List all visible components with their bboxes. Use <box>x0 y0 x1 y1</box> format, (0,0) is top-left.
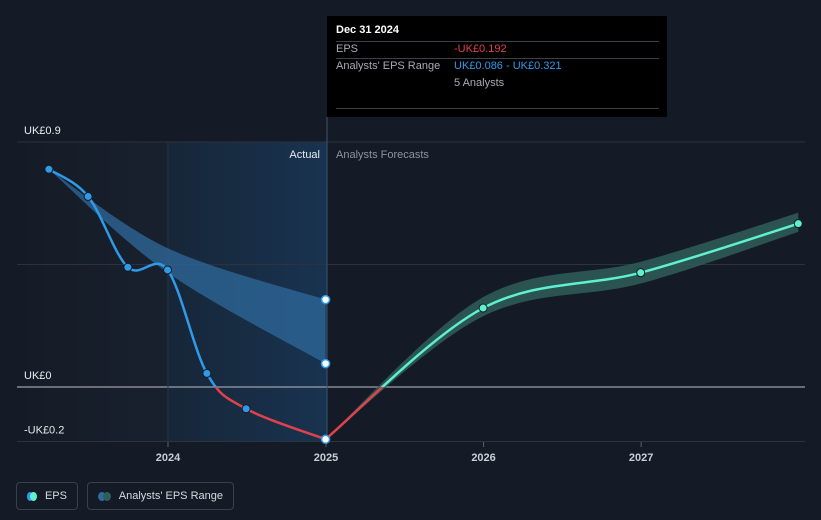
analyst-range-band <box>48 169 326 364</box>
x-tick-label: 2026 <box>471 452 495 464</box>
eps-point <box>83 191 93 201</box>
range-low-point <box>320 358 331 369</box>
tooltip-date: Dec 31 2024 <box>336 24 399 36</box>
forecast-label: Analysts Forecasts <box>336 149 429 161</box>
eps-point <box>320 434 331 445</box>
tooltip-eps-value: -UK£0.192 <box>454 43 507 55</box>
tooltip-range-row: Analysts' EPS Range UK£0.086 - UK£0.321 <box>336 60 659 72</box>
eps-forecast-point <box>793 219 803 229</box>
eps-forecast-line <box>380 222 799 387</box>
y-tick-label: UK£0.9 <box>24 125 61 137</box>
tooltip-range-label: Analysts' EPS Range <box>336 60 441 72</box>
legend-swatch <box>98 491 106 501</box>
legend-item-analysts-range[interactable]: Analysts' EPS Range <box>87 482 234 510</box>
tooltip-eps-row: EPS -UK£0.192 <box>336 43 659 55</box>
tooltip-eps-label: EPS <box>336 43 359 55</box>
legend-label: Analysts' EPS Range <box>118 490 223 502</box>
x-tick-label: 2025 <box>314 452 338 464</box>
tooltip-divider <box>336 58 659 59</box>
y-tick-label: -UK£0.2 <box>24 424 64 436</box>
eps-forecast-point <box>478 303 488 313</box>
x-tick-label: 2024 <box>156 452 181 464</box>
eps-point <box>163 265 173 275</box>
tooltip: Dec 31 2024 EPS -UK£0.192 Analysts' EPS … <box>327 16 667 117</box>
eps-point <box>241 404 251 414</box>
eps-point <box>123 262 133 272</box>
eps-forecast-point <box>636 268 646 278</box>
tooltip-divider <box>336 108 659 109</box>
legend-label: EPS <box>44 490 67 502</box>
legend-swatch <box>102 491 111 501</box>
legend-swatch <box>30 491 37 501</box>
eps-point <box>44 164 54 174</box>
range-high-point <box>320 294 331 305</box>
tooltip-range-value: UK£0.086 - UK£0.321 <box>454 60 562 72</box>
x-tick-label: 2027 <box>629 452 653 464</box>
legend-swatch <box>27 491 34 501</box>
eps-point <box>202 368 212 378</box>
legend-item-eps[interactable]: EPS <box>16 482 78 510</box>
forecast-range-band <box>325 212 799 440</box>
y-tick-label: UK£0 <box>24 370 52 382</box>
tooltip-analysts: 5 Analysts <box>454 77 505 89</box>
actual-label: Actual <box>289 149 320 161</box>
tooltip-divider <box>336 41 659 42</box>
